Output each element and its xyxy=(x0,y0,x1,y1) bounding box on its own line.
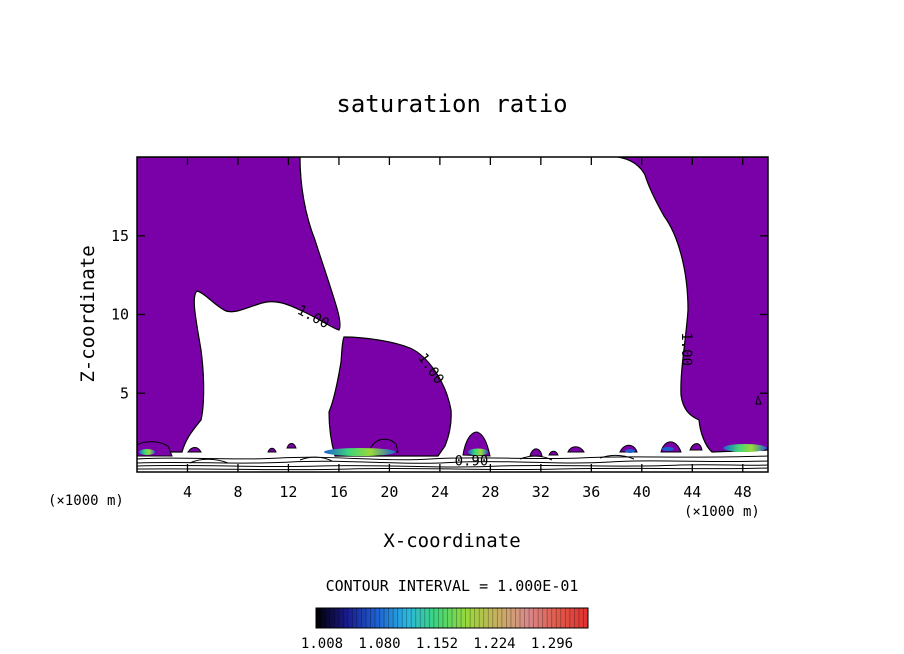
x-axis-label: X-coordinate xyxy=(383,530,520,552)
colorbar-scale xyxy=(315,607,589,629)
y-axis-label: Z-coordinate xyxy=(77,245,99,382)
contour-label: 0.90 xyxy=(455,454,489,470)
colorbar-stripes xyxy=(320,608,584,628)
y-tick-label: 10 xyxy=(111,306,129,324)
x-axis-unit-right: (×1000 m) xyxy=(684,504,760,520)
x-tick-label: 28 xyxy=(481,483,499,501)
x-tick-label: 32 xyxy=(532,483,550,501)
contour-label: 1.00 xyxy=(678,332,694,366)
x-tick-label: 48 xyxy=(734,483,752,501)
supersaturation-region-left xyxy=(137,157,341,453)
x-tick-label: 36 xyxy=(582,483,600,501)
supersaturation-region-center xyxy=(328,336,452,457)
x-tick-label: 8 xyxy=(233,483,242,501)
colorbar-label: 1.296 xyxy=(531,636,573,652)
supersaturation-region-right xyxy=(617,157,768,453)
x-tick-label: 40 xyxy=(633,483,651,501)
chart-title: saturation ratio xyxy=(336,90,567,118)
y-tick-label: 15 xyxy=(111,227,129,245)
x-axis-ticks: 4 8 12 16 20 24 28 32 36 40 44 48 xyxy=(183,157,752,501)
x-tick-label: 4 xyxy=(183,483,192,501)
contour-interval: CONTOUR INTERVAL = 1.000E-01 xyxy=(326,577,579,595)
x-tick-label: 12 xyxy=(279,483,297,501)
y-tick-label: 5 xyxy=(120,384,129,402)
colorbar: 1.008 1.080 1.152 1.224 1.296 xyxy=(301,607,589,652)
x-tick-label: 20 xyxy=(380,483,398,501)
colorbar-label: 1.152 xyxy=(416,636,458,652)
colorbar-label: 1.080 xyxy=(358,636,400,652)
high-saturation-lenses xyxy=(139,444,767,456)
x-axis-unit-left: (×1000 m) xyxy=(48,493,124,509)
subsaturated-contour-bands xyxy=(137,455,768,471)
x-tick-label: 16 xyxy=(330,483,348,501)
colorbar-label: 1.224 xyxy=(473,636,515,652)
x-tick-label: 24 xyxy=(431,483,449,501)
colorbar-labels: 1.008 1.080 1.152 1.224 1.296 xyxy=(301,636,573,652)
x-tick-label: 44 xyxy=(683,483,701,501)
colorbar-label: 1.008 xyxy=(301,636,343,652)
y-axis-ticks: 5 10 15 xyxy=(111,227,768,402)
plot-area xyxy=(137,157,768,472)
